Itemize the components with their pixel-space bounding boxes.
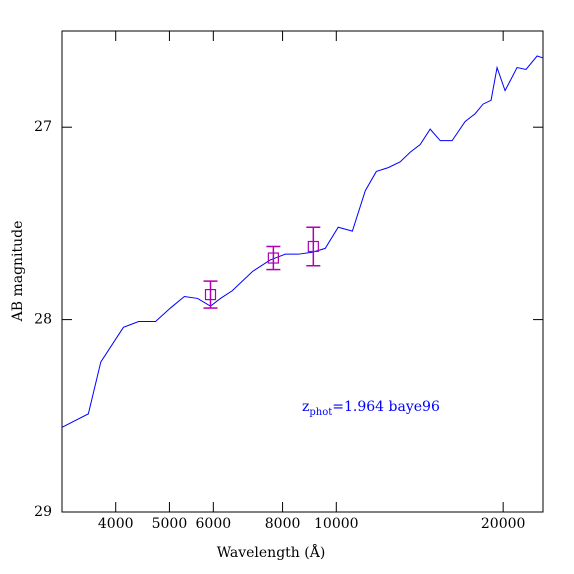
plot-frame [61,30,544,513]
sed-line [61,55,544,428]
x-tick-label: 20000 [481,516,526,532]
x-tick-label: 10000 [314,516,359,532]
annotation-base: z [302,399,309,415]
y-axis-label: AB magnitude [10,221,26,323]
y-tick-label: 29 [34,504,52,520]
error-bar [203,280,218,309]
annotation-text: =1.964 baye96 [332,399,440,415]
photometry-point [204,288,217,301]
y-tick-label: 28 [34,312,52,328]
annotation-sub: phot [309,407,332,418]
x-tick-label: 8000 [265,516,301,532]
error-bar [306,226,321,267]
error-bar [266,245,281,271]
annotation: zphot=1.964 baye96 [302,399,440,418]
x-tick-label: 5000 [152,516,188,532]
photometry-point [307,240,319,253]
x-tick-label: 4000 [98,516,134,532]
x-axis-label: Wavelength (Å) [217,543,326,561]
y-tick-label: 27 [34,119,52,135]
x-tick-label: 6000 [196,516,232,532]
photometry-point [267,252,279,264]
